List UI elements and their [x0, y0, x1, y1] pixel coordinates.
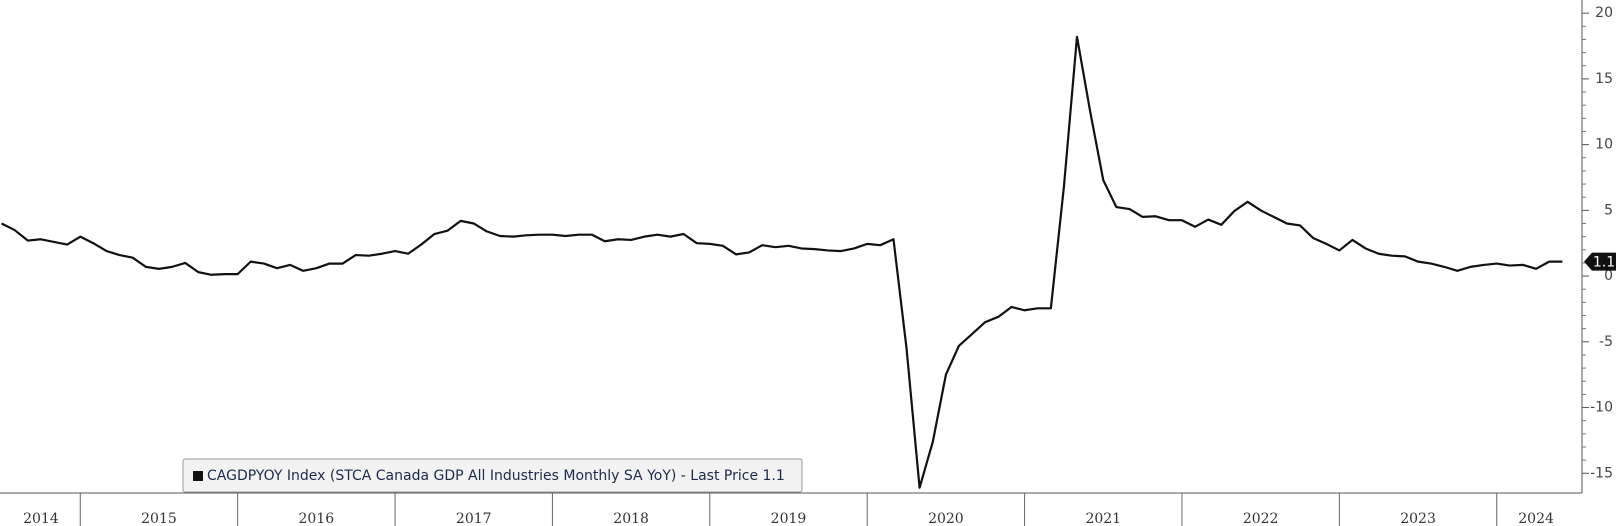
y-tick-label: -15: [1590, 465, 1613, 481]
last-value-tag: [1584, 252, 1616, 271]
x-tick-label: 2015: [141, 511, 177, 526]
y-tick-label: -10: [1590, 400, 1613, 416]
y-tick-label: 10: [1595, 137, 1613, 153]
y-tick-label: 20: [1595, 5, 1613, 21]
x-tick-label: 2020: [928, 511, 964, 526]
x-tick-label: 2021: [1085, 511, 1121, 526]
x-tick-label: 2023: [1400, 511, 1436, 526]
y-tick-label: -5: [1599, 334, 1613, 350]
x-tick-label: 2024: [1518, 511, 1554, 526]
y-tick-label: 0: [1604, 268, 1613, 284]
x-tick-label: 2017: [456, 511, 492, 526]
x-tick-label: 2014: [23, 511, 59, 526]
y-tick-label: 5: [1604, 202, 1613, 218]
data-line: [1, 35, 1563, 489]
x-tick-label: 2022: [1243, 511, 1279, 526]
y-tick-label: 15: [1595, 71, 1613, 87]
x-tick-label: 2019: [771, 511, 807, 526]
legend-swatch: [193, 471, 203, 481]
legend-label: CAGDPYOY Index (STCA Canada GDP All Indu…: [207, 468, 785, 484]
x-tick-label: 2018: [613, 511, 649, 526]
last-value-label: 1.1: [1593, 255, 1615, 271]
legend-box: [182, 458, 803, 493]
x-tick-label: 2016: [299, 511, 335, 526]
legend: CAGDPYOY Index (STCA Canada GDP All Indu…: [182, 458, 803, 493]
